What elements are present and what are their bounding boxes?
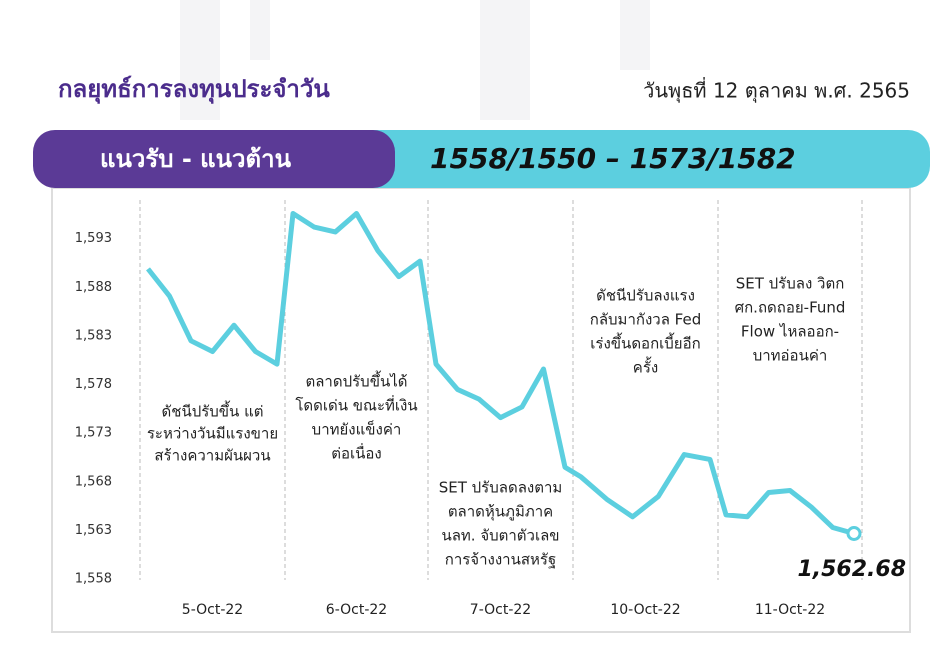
y-tick-label: 1,573 [75,426,112,441]
annotation: บาทยังแข็งค่า [312,420,402,439]
y-tick-label: 1,588 [75,280,112,295]
decor [180,0,220,120]
plot: 1,558 1,563 1,568 1,573 1,578 1,583 1,588 1,593… [75,200,906,618]
title: กลยุทธ์การลงทุนประจำวัน [58,75,330,105]
annotation: ตลาดหุ้นภูมิภาค [448,503,553,522]
band-right [300,130,930,188]
y-tick-label: 1,583 [75,328,112,343]
annotation: กลับมากังวล Fed [590,311,701,329]
y-tick-label: 1,593 [75,231,112,246]
annotation: ต่อเนื่อง [331,443,381,463]
last-point [846,526,862,542]
annotation: Flow ไหลออก- [741,323,839,341]
annotation: เร่งขึ้นดอกเบี้ยอีก [590,333,700,353]
decor [480,0,530,120]
y-tick-label: 1,563 [75,523,112,538]
annotation: ดัชนีปรับขึ้น แต่ [162,401,264,421]
decor [250,0,270,60]
annotation: SET ปรับลง วิตก [736,275,845,293]
annotation: SET ปรับลดลงตาม [439,479,563,497]
x-tick-label: 6-Oct-22 [326,602,387,618]
x-tick-label: 5-Oct-22 [182,602,243,618]
x-tick-label: 11-Oct-22 [755,602,825,618]
annotation: ครั้ง [633,357,658,377]
annotation: บาทอ่อนค่า [753,347,828,365]
decor [620,0,650,70]
y-tick-label: 1,568 [75,474,112,489]
y-tick-label: 1,558 [75,572,112,587]
annotation: ศก.ถดถอย-Fund [735,299,846,317]
y-tick-label: 1,578 [75,377,112,392]
annotation: ดัชนีปรับลงแรง [596,287,695,305]
band-label: แนวรับ - แนวต้าน [100,145,292,173]
annotation: โดดเด่น ขณะที่เงิน [295,395,417,415]
annotation: สร้างความผันผวน [154,447,270,465]
band-value: 1558/1550 – 1573/1582 [430,142,796,175]
price-line [146,210,855,536]
last-value-label: 1,562.68 [797,557,906,582]
date: วันพุธที่ 12 ตุลาคม พ.ศ. 2565 [643,77,910,104]
x-tick-label: 10-Oct-22 [610,602,680,618]
annotation: นลท. จับตาตัวเลข [441,527,559,545]
x-tick-label: 7-Oct-22 [470,602,531,618]
annotation: ตลาดปรับขึ้นได้ [306,371,408,391]
band-left [33,130,395,188]
annotation: ระหว่างวันมีแรงขาย [147,425,278,443]
chart-panel [51,187,911,633]
annotation: การจ้างงานสหรัฐ [445,551,556,569]
